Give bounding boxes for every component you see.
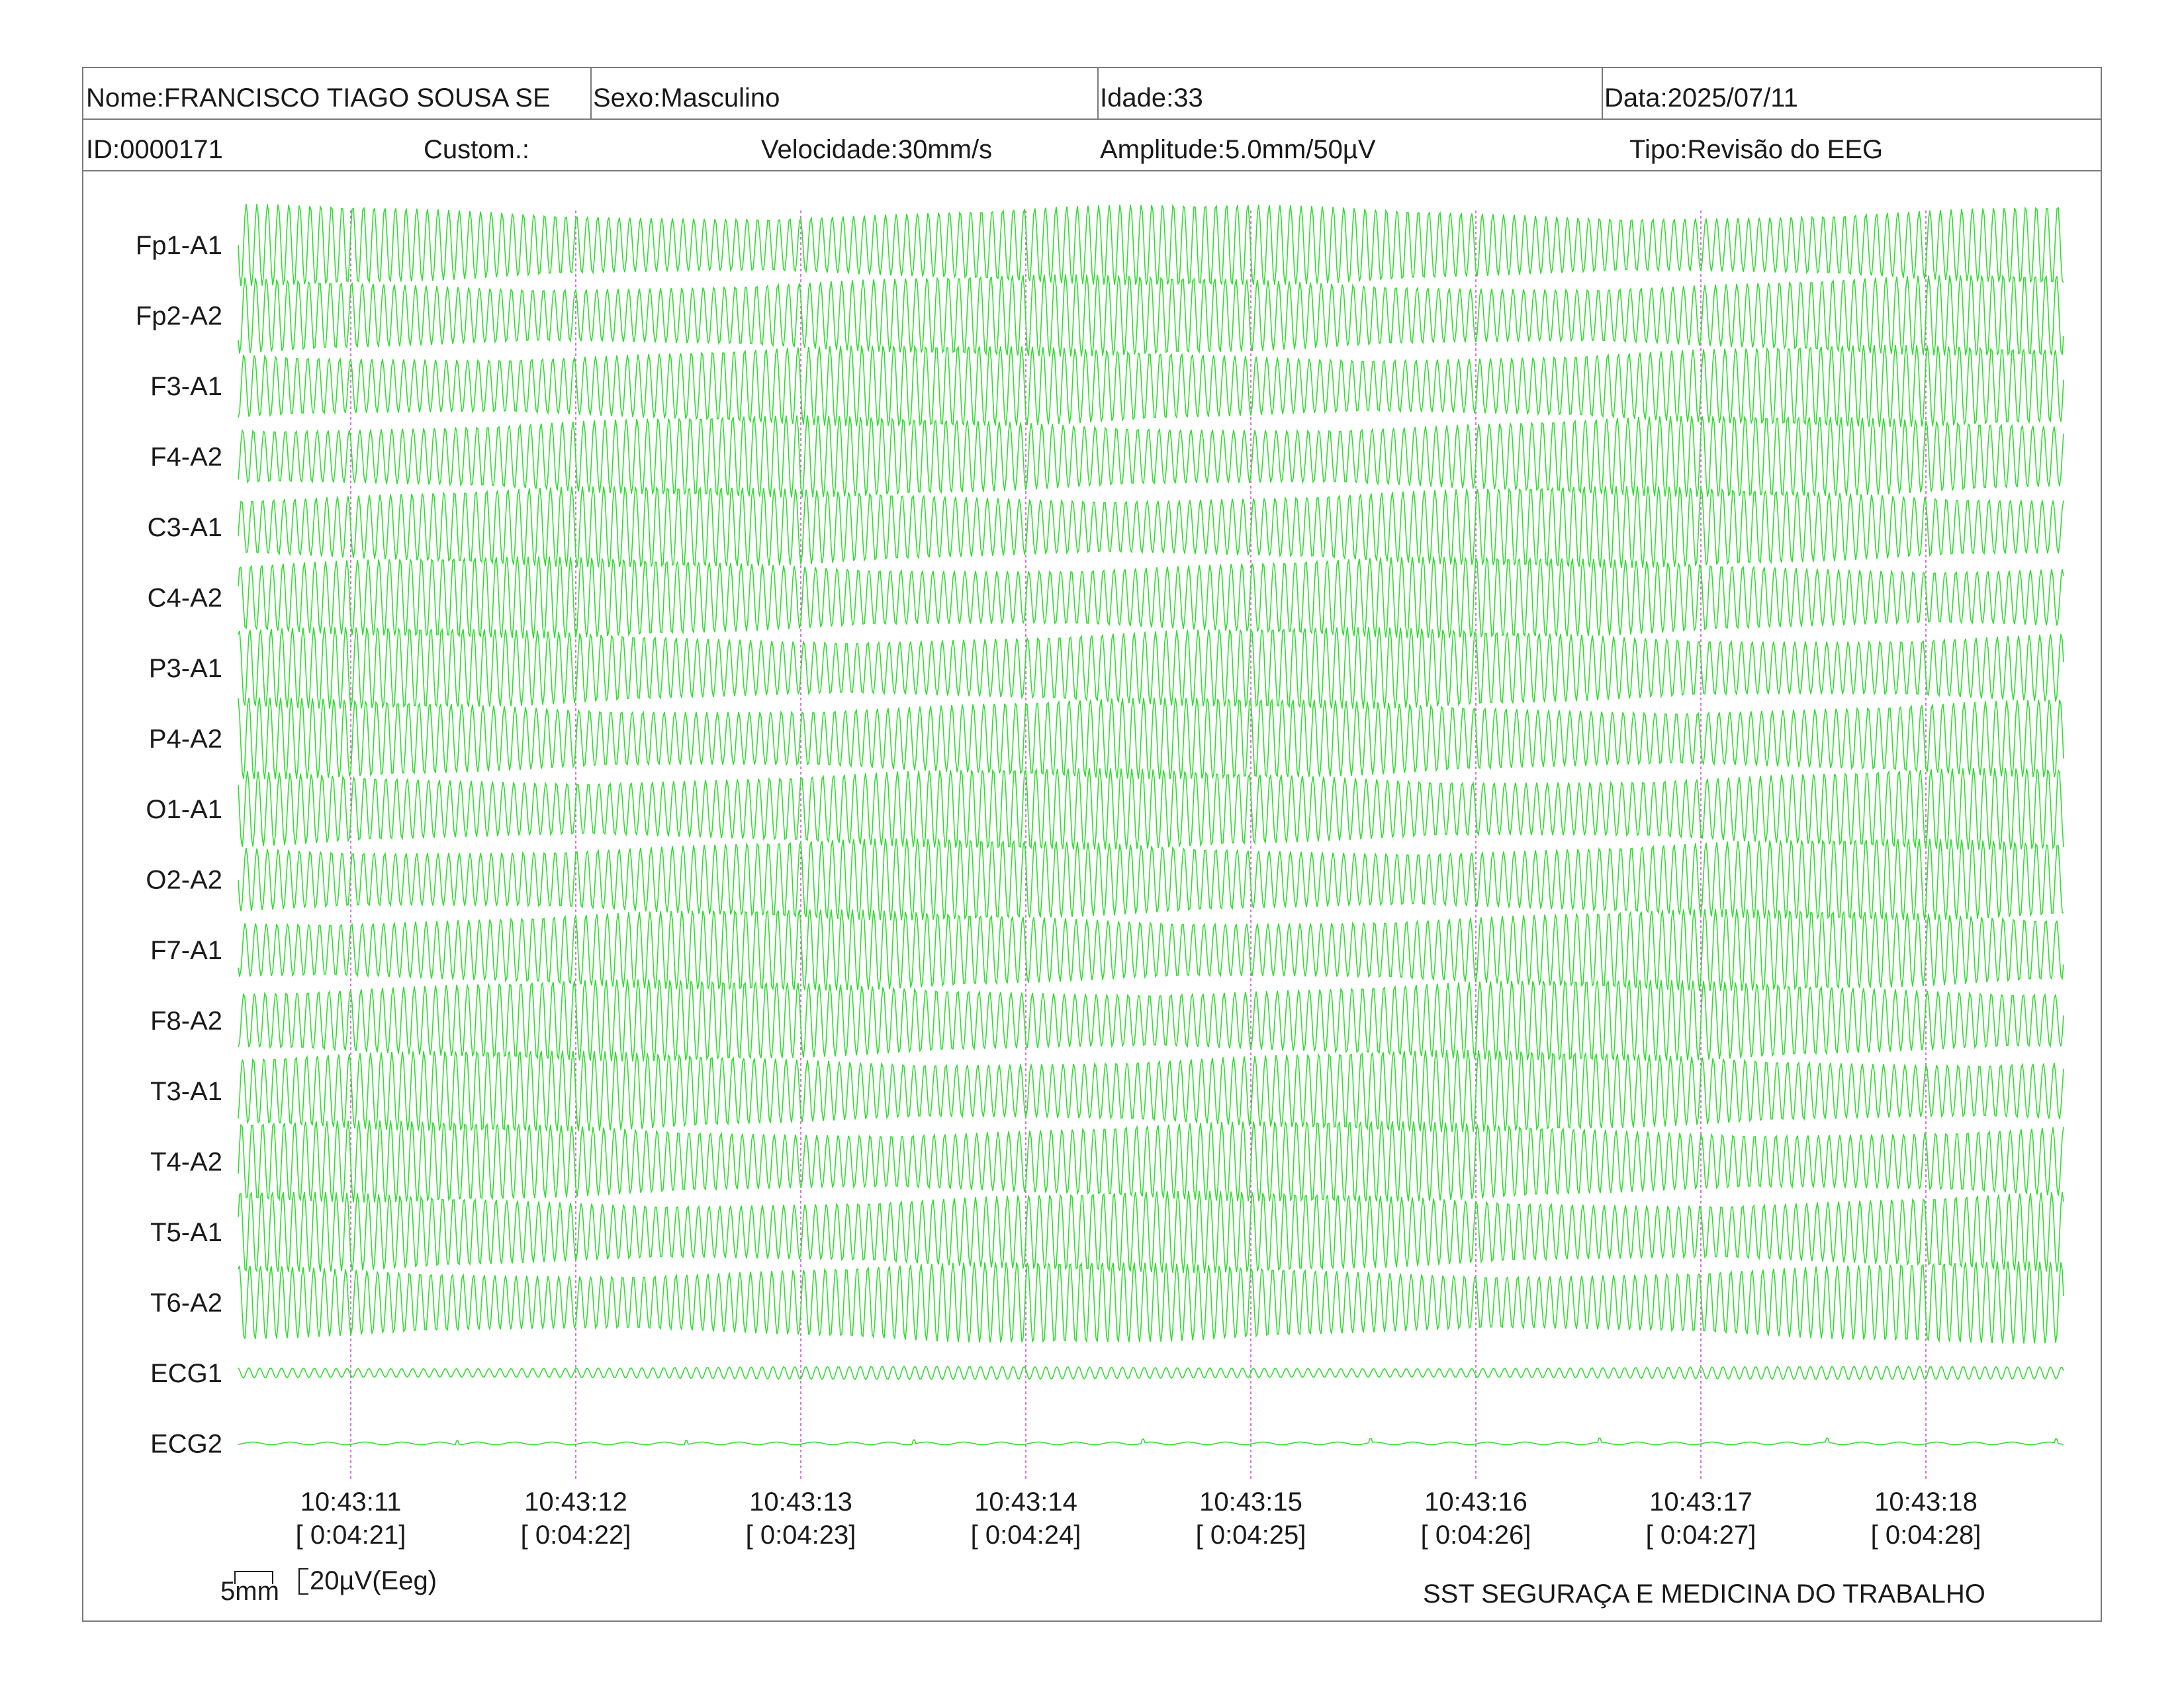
channel-label: T3-A1: [150, 1077, 222, 1106]
elapsed-time-label: [ 0:04:25]: [1196, 1521, 1306, 1550]
channel-label: T4-A2: [150, 1148, 222, 1177]
channel-waveform: [238, 979, 2064, 1062]
channel-waveform: [238, 274, 2064, 357]
scale-bar-icon: [234, 1568, 308, 1595]
header-cell-divider: [1602, 67, 1603, 120]
speed-setting: Velocidade:30mm/s: [761, 135, 993, 164]
clock-time-label: 10:43:11: [300, 1487, 402, 1517]
channel-waveform: [238, 1365, 2064, 1381]
channel-label: C3-A1: [148, 513, 222, 542]
clock-time-label: 10:43:15: [1199, 1487, 1302, 1517]
channel-waveform: [238, 1261, 2064, 1344]
elapsed-time-label: [ 0:04:26]: [1421, 1521, 1531, 1550]
channel-label: Fp2-A2: [136, 302, 222, 331]
time-scale-label: 5mm: [220, 1577, 279, 1606]
exam-type: Tipo:Revisão do EEG: [1629, 135, 1884, 164]
clock-time-label: 10:43:14: [974, 1487, 1077, 1517]
channel-waveform: [238, 203, 2064, 287]
header-cell-divider: [590, 67, 592, 120]
elapsed-time-label: [ 0:04:24]: [971, 1521, 1081, 1550]
channel-label: O2-A2: [146, 866, 222, 895]
elapsed-time-label: [ 0:04:27]: [1646, 1521, 1756, 1550]
clock-time-label: 10:43:16: [1424, 1487, 1527, 1517]
channel-label: ECG1: [150, 1359, 222, 1388]
channel-waveform: [238, 627, 2064, 709]
patient-age: Idade:33: [1100, 83, 1203, 113]
clock-time-label: 10:43:13: [749, 1487, 852, 1517]
clock-time-label: 10:43:17: [1649, 1487, 1752, 1517]
channel-label: T5-A1: [150, 1218, 222, 1247]
channel-waveform: [238, 908, 2064, 991]
channel-waveform: [238, 1437, 2064, 1446]
patient-id: ID:0000171: [86, 135, 223, 164]
header-divider: [82, 118, 2102, 120]
amplitude-scale-label: 20µV(Eeg): [310, 1566, 437, 1595]
amplitude-setting: Amplitude:5.0mm/50µV: [1100, 135, 1376, 164]
elapsed-time-label: [ 0:04:28]: [1871, 1521, 1981, 1550]
channel-label: F3-A1: [150, 372, 222, 401]
channel-waveform: [238, 697, 2064, 780]
time-labels: 10:43:11 [ 0:04:21] 10:43:12 [ 0:04:22] 10:4…: [296, 1487, 1981, 1550]
channel-waveform: [238, 1049, 2064, 1133]
channel-labels: Fp1-A1 Fp2-A2 F3-A1 F4-A2 C3-A1 C4-A2 P3-A1 P4-…: [136, 231, 222, 1459]
channel-label: P3-A1: [149, 654, 222, 683]
channel-label: ECG2: [150, 1430, 222, 1459]
elapsed-time-label: [ 0:04:23]: [746, 1521, 856, 1550]
channel-label: T6-A2: [150, 1289, 222, 1318]
channel-waveform: [238, 415, 2064, 498]
channel-label: C4-A2: [148, 584, 222, 613]
channel-label: P4-A2: [149, 725, 222, 754]
channel-waveform: [238, 556, 2064, 639]
channel-waveform: [238, 486, 2064, 568]
clock-time-label: 10:43:12: [524, 1487, 627, 1517]
clock-time-label: 10:43:18: [1874, 1487, 1978, 1517]
exam-date: Data:2025/07/11: [1604, 83, 1798, 113]
header-cell-divider: [1097, 67, 1099, 120]
elapsed-time-label: [ 0:04:22]: [521, 1521, 631, 1550]
elapsed-time-label: [ 0:04:21]: [296, 1521, 406, 1550]
channel-waveform: [238, 344, 2064, 428]
report-frame: [82, 67, 2102, 1622]
channel-label: O1-A1: [146, 795, 222, 824]
channel-traces: [238, 203, 2064, 1446]
channel-label: F4-A2: [150, 443, 222, 472]
channel-waveform: [238, 767, 2064, 850]
channel-label: F8-A2: [150, 1007, 222, 1036]
channel-waveform: [238, 1190, 2064, 1274]
patient-name: Nome:FRANCISCO TIAGO SOUSA SE: [86, 83, 551, 113]
custom-field: Custom.:: [424, 135, 530, 164]
channel-label: F7-A1: [150, 936, 222, 965]
header-bottom-divider: [82, 170, 2102, 171]
channel-waveform: [238, 838, 2064, 921]
channel-label: Fp1-A1: [136, 231, 222, 260]
company-name: SST SEGURAÇA E MEDICINA DO TRABALHO: [1423, 1579, 1985, 1609]
patient-sex: Sexo:Masculino: [593, 83, 780, 113]
channel-waveform: [238, 1120, 2064, 1203]
